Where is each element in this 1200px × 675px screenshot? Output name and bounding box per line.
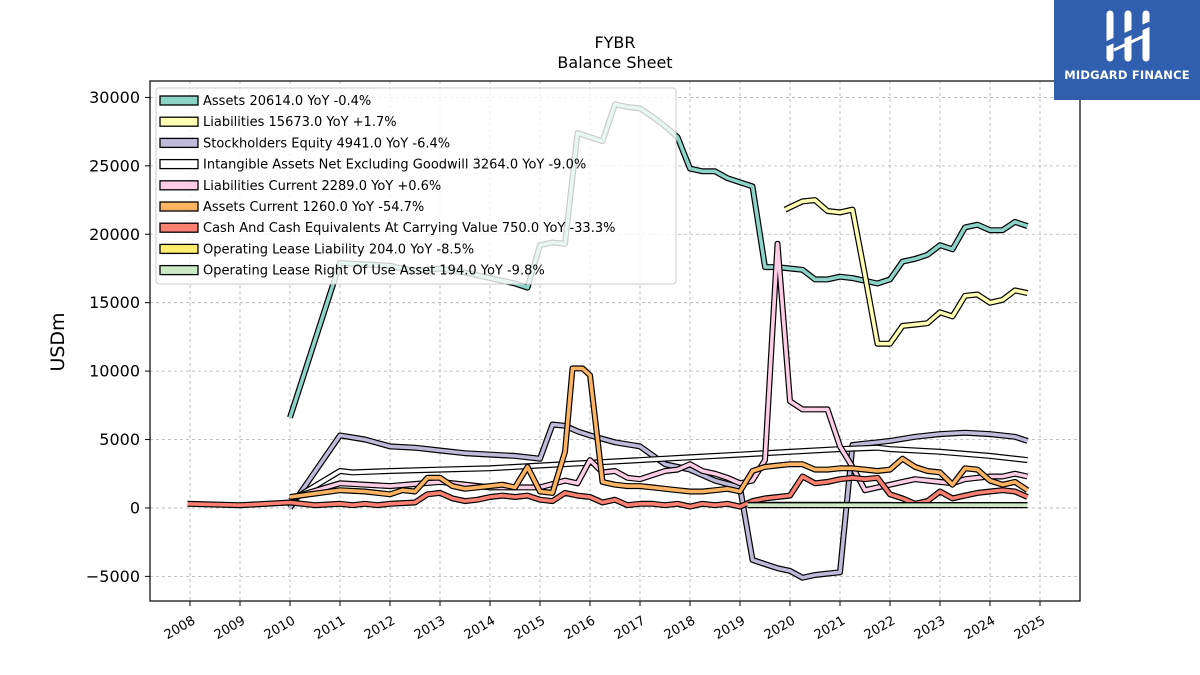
legend-swatch [159,222,199,233]
legend-swatch [159,95,199,106]
legend-label: Operating Lease Right Of Use Asset 194.0… [203,264,545,279]
legend-label: Operating Lease Liability 204.0 YoY -8.5… [203,242,474,257]
series-outline-1 [783,197,1029,347]
chart-subtitle: Balance Sheet [557,53,672,72]
series-line-6 [187,474,1029,509]
chart-title: FYBR [594,33,635,52]
legend-swatch [159,116,199,127]
x-tick-label: 2020 [762,613,798,643]
x-tick-label: 2019 [712,613,748,643]
series-line-2 [288,422,1029,580]
series-line-4 [289,242,1028,501]
legend-label: Liabilities 15673.0 YoY +1.7% [203,115,397,130]
legend-swatch [159,137,199,149]
x-tick-label: 2022 [862,613,898,643]
x-tick-label: 2021 [812,613,848,643]
y-tick-label: 25000 [89,156,140,175]
legend-swatch [159,158,199,170]
x-tick-label: 2018 [662,613,698,643]
x-tick-label: 2024 [962,613,998,643]
y-tick-label: 0 [130,498,140,517]
x-tick-label: 2016 [562,613,598,643]
x-tick-label: 2012 [362,613,398,643]
brand-name: MIDGARD FINANCE [1064,68,1190,82]
legend-swatch [159,243,199,255]
x-tick-label: 2015 [512,613,548,643]
legend-label: Stockholders Equity 4941.0 YoY -6.4% [203,136,450,151]
midgard-logo-icon [1104,10,1152,62]
legend-swatch [159,180,199,191]
y-tick-label: 30000 [89,88,140,107]
y-tick-label: 5000 [99,430,140,449]
x-tick-label: 2009 [212,613,248,643]
legend-label: Assets 20614.0 YoY -0.4% [203,94,371,109]
y-tick-label: −5000 [86,567,140,586]
legend-label: Liabilities Current 2289.0 YoY +0.6% [203,179,441,194]
brand-logo: MIDGARD FINANCE [1054,0,1200,100]
series-line-5 [289,366,1029,499]
x-tick-label: 2023 [912,613,948,643]
legend-box [155,87,677,285]
plot-frame [149,80,1081,602]
legend-swatch [159,201,199,212]
legend-label: Cash And Cash Equivalents At Carrying Va… [203,221,615,236]
series-line-3 [289,445,1028,503]
y-tick-label: 20000 [89,225,140,244]
y-tick-label: 10000 [89,362,140,381]
legend-swatch [159,264,199,276]
x-tick-label: 2014 [462,613,498,643]
series-line-1 [784,198,1028,346]
x-tick-label: 2011 [312,613,348,643]
x-tick-label: 2017 [612,613,648,643]
legend-label: Assets Current 1260.0 YoY -54.7% [203,200,424,215]
x-tick-label: 2025 [1012,613,1048,643]
y-tick-label: 15000 [89,293,140,312]
legend-label: Intangible Assets Net Excluding Goodwill… [203,158,586,173]
x-tick-label: 2010 [262,613,298,643]
x-tick-label: 2013 [412,613,448,643]
x-tick-label: 2008 [162,613,198,643]
y-axis-label: USDm [47,312,69,371]
legend: Assets 20614.0 YoY -0.4% Liabilities 1567… [155,87,677,285]
